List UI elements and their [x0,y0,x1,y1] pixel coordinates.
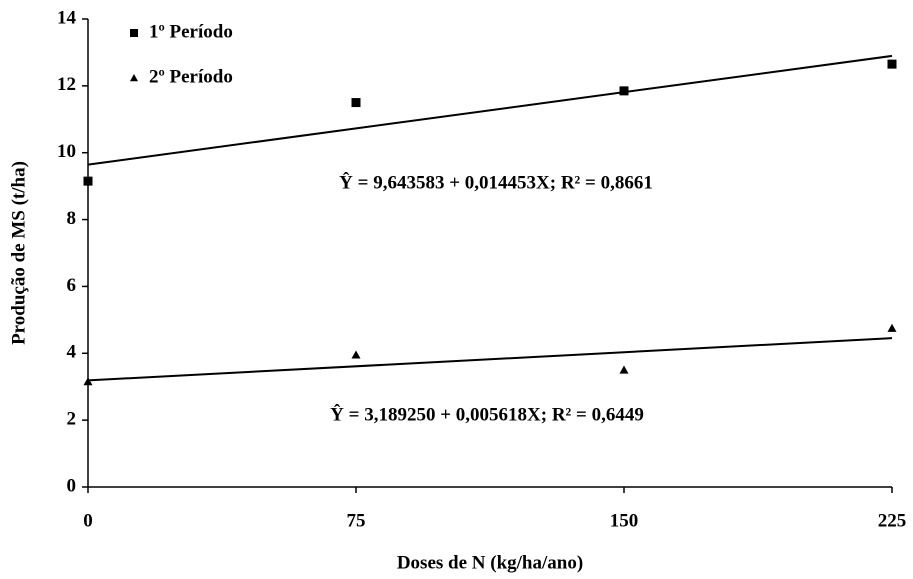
marker [351,98,361,108]
y-tick-label: 12 [57,74,76,95]
legend-label: 2º Período [149,66,233,87]
marker [619,365,629,374]
y-tick-label: 10 [57,141,76,162]
legend-label: 1º Período [149,21,233,42]
y-tick-label: 4 [67,342,77,363]
trend-line [87,54,893,166]
annotation: Ŷ = 9,643583 + 0,014453X; R² = 0,8661 [339,171,653,193]
y-tick-label: 8 [67,208,77,229]
y-tick-label: 14 [57,7,77,28]
x-tick-label: 0 [83,510,93,531]
legend-marker [130,74,138,82]
y-tick-label: 2 [67,409,77,430]
trend-line [87,337,893,382]
y-tick-label: 6 [67,275,77,296]
marker [351,350,361,359]
x-tick-label: 225 [878,510,907,531]
marker [887,59,897,69]
x-axis-label: Doses de N (kg/ha/ano) [397,552,583,573]
y-tick-label: 0 [67,475,77,496]
legend-marker [130,29,138,37]
x-tick-label: 150 [610,510,639,531]
marker [887,323,897,332]
marker [83,176,93,186]
x-tick-label: 75 [347,510,366,531]
marker [619,86,629,96]
marker [83,377,93,386]
annotation: Ŷ = 3,189250 + 0,005618X; R² = 0,6449 [330,403,644,425]
y-axis-label: Produção de MS (t/ha) [8,161,29,345]
